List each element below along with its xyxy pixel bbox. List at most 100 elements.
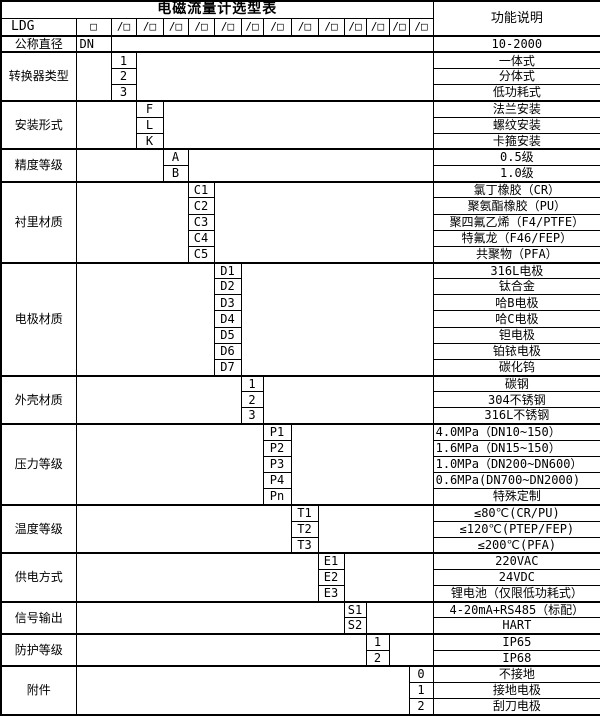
function-cell: 钽电极 xyxy=(432,326,600,344)
model-slot: /□ xyxy=(110,17,137,37)
function-cell: 分体式 xyxy=(432,68,600,86)
group-label-nominal-diameter: 公称直径 xyxy=(0,35,77,53)
function-cell: 一体式 xyxy=(432,51,600,70)
code-cell: D1 xyxy=(213,261,242,280)
model-slot: /□ xyxy=(317,17,345,37)
code-cell: P4 xyxy=(262,472,292,490)
function-cell: 聚四氟乙烯（F4/PTFE） xyxy=(432,213,600,231)
code-cell: Pn xyxy=(262,488,292,506)
spacer-cell xyxy=(75,552,319,603)
code-cell: C3 xyxy=(187,213,215,231)
function-cell: 氯丁橡胶（CR） xyxy=(432,180,600,199)
function-cell: 接地电极 xyxy=(432,682,600,700)
function-cell: 刮刀电极 xyxy=(432,698,600,716)
function-cell: 特殊定制 xyxy=(432,488,600,506)
function-cell: 共聚物（PFA） xyxy=(432,245,600,264)
function-cell: 不接地 xyxy=(432,665,600,684)
model-prefix: LDG xyxy=(0,17,77,37)
function-cell: 哈B电极 xyxy=(432,294,600,312)
code-cell: A xyxy=(162,148,189,167)
code-cell: P1 xyxy=(262,423,292,441)
code-cell: C4 xyxy=(187,229,215,247)
code-cell: 3 xyxy=(240,407,264,425)
model-slot: /□ xyxy=(135,17,164,37)
spacer-cell xyxy=(75,51,112,102)
function-cell: 低功耗式 xyxy=(432,84,600,102)
group-label-protection-rating: 防护等级 xyxy=(0,633,77,667)
spacer-cell xyxy=(75,374,242,425)
spacer-cell xyxy=(75,180,189,264)
code-cell: 1 xyxy=(110,51,137,70)
group-label-signal-output: 信号输出 xyxy=(0,600,77,635)
model-slot: /□ xyxy=(162,17,189,37)
function-cell: 316L电极 xyxy=(432,261,600,280)
spacer-cell xyxy=(262,374,434,425)
function-cell: ≤200℃(PFA) xyxy=(432,536,600,554)
spacer-cell xyxy=(75,261,215,377)
spacer-cell xyxy=(75,600,345,635)
function-cell: ≤80℃(CR/PU) xyxy=(432,503,600,522)
spacer-cell xyxy=(290,423,434,506)
function-cell: IP65 xyxy=(432,633,600,651)
function-cell: 钛合金 xyxy=(432,278,600,296)
model-slot: /□ xyxy=(388,17,410,37)
group-label-accessories: 附件 xyxy=(0,665,77,716)
function-cell: 1.0MPa（DN200~DN600） xyxy=(432,455,600,474)
function-cell: 1.6MPa（DN15~150） xyxy=(432,439,600,457)
code-cell: D7 xyxy=(213,358,242,377)
group-label-lining-material: 衬里材质 xyxy=(0,180,77,264)
function-cell: 304不锈钢 xyxy=(432,391,600,409)
code-cell: D2 xyxy=(213,278,242,296)
spacer-cell xyxy=(75,423,264,506)
group-label-housing-material: 外壳材质 xyxy=(0,374,77,425)
model-slot: /□ xyxy=(343,17,367,37)
function-cell: 316L不锈钢 xyxy=(432,407,600,425)
function-cell: 螺纹安装 xyxy=(432,116,600,134)
code-cell: 2 xyxy=(408,698,434,716)
code-cell: E3 xyxy=(317,585,345,603)
model-slot: /□ xyxy=(262,17,292,37)
spacer-cell xyxy=(135,51,434,102)
spacer-cell xyxy=(75,99,137,150)
code-cell: P2 xyxy=(262,439,292,457)
spacer-cell xyxy=(162,99,434,150)
function-cell: 1.0级 xyxy=(432,165,600,183)
code-cell: 1 xyxy=(240,374,264,393)
group-label-installation: 安装形式 xyxy=(0,99,77,150)
function-cell: 锂电池（仅限低功耗式） xyxy=(432,585,600,603)
code-cell: E1 xyxy=(317,552,345,570)
model-slot: /□ xyxy=(213,17,242,37)
code-cell: C5 xyxy=(187,245,215,264)
code-cell: D6 xyxy=(213,342,242,360)
function-cell: 0.5级 xyxy=(432,148,600,167)
spacer-cell xyxy=(75,633,367,667)
function-cell: 24VDC xyxy=(432,568,600,587)
function-cell: 卡箍安装 xyxy=(432,132,600,150)
code-cell: D4 xyxy=(213,310,242,328)
spacer-cell xyxy=(187,148,434,183)
model-slot: /□ xyxy=(187,17,215,37)
spacer-cell xyxy=(110,35,434,53)
function-cell: HART xyxy=(432,617,600,635)
code-cell: S2 xyxy=(343,617,367,635)
code-cell: D3 xyxy=(213,294,242,312)
group-label-accuracy: 精度等级 xyxy=(0,148,77,183)
spacer-cell xyxy=(213,180,434,264)
model-box: □ xyxy=(75,17,112,37)
code-cell: DN xyxy=(75,35,112,53)
code-cell: D5 xyxy=(213,326,242,344)
code-cell: L xyxy=(135,116,164,134)
code-cell: 2 xyxy=(365,649,390,667)
function-cell: 铂铱电极 xyxy=(432,342,600,360)
function-cell: 10-2000 xyxy=(432,35,600,53)
function-cell: 特氟龙（F46/FEP） xyxy=(432,229,600,247)
code-cell: P3 xyxy=(262,455,292,474)
function-cell: 0.6MPa(DN700~DN2000) xyxy=(432,472,600,490)
function-cell: 法兰安装 xyxy=(432,99,600,118)
code-cell: C1 xyxy=(187,180,215,199)
code-cell: K xyxy=(135,132,164,150)
code-cell: 1 xyxy=(408,682,434,700)
spacer-cell xyxy=(365,600,434,635)
table-title: 电磁流量计选型表 xyxy=(0,0,434,19)
